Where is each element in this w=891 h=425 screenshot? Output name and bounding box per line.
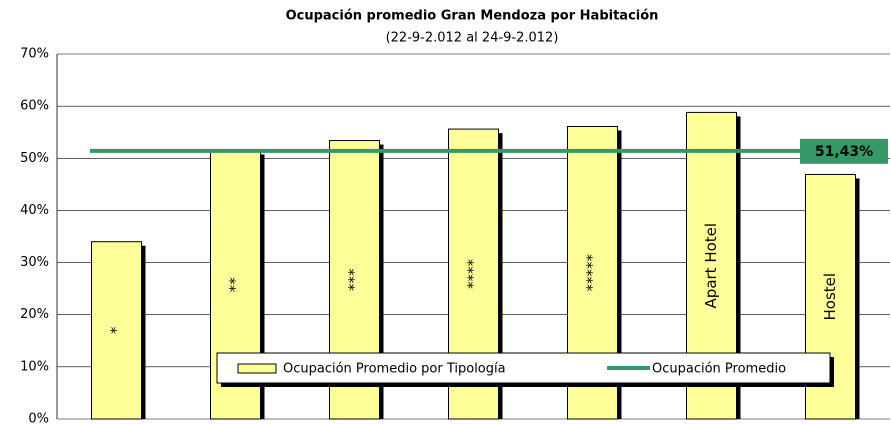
y-tick-label: 70% [20,47,49,62]
y-tick-label: 0% [28,412,49,425]
legend [216,352,831,384]
y-tick-label: 20% [20,307,49,322]
chart-title: Ocupación promedio Gran Mendoza por Habi… [286,9,659,24]
legend-label: Ocupación Promedio [652,362,786,377]
average-label-box [800,138,888,164]
category-label: *** [345,268,363,291]
y-tick-label: 30% [20,255,49,270]
y-tick-label: 50% [20,151,49,166]
bar [91,241,142,420]
y-tick-label: 40% [20,203,49,218]
category-label: Apart Hotel [702,223,720,309]
y-tick-label: 10% [20,359,49,374]
category-label: Hostel [821,273,839,321]
legend-label: Ocupación Promedio por Tipología [283,362,506,377]
category-label: * [107,326,125,334]
legend-swatch [237,363,277,374]
chart-subtitle: (22-9-2.012 al 24-9-2.012) [386,31,559,46]
category-label: ***** [583,253,601,291]
average-label: 51,43% [815,144,873,160]
category-label: **** [464,259,482,290]
category-label: ** [226,277,244,293]
y-tick-label: 60% [20,99,49,114]
